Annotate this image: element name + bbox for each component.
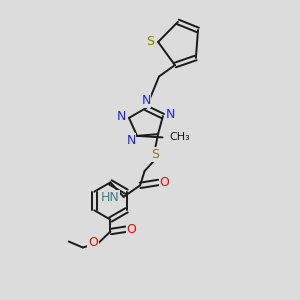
Text: N: N xyxy=(117,110,126,123)
Text: CH₃: CH₃ xyxy=(169,132,190,142)
Text: O: O xyxy=(159,176,169,189)
Text: N: N xyxy=(126,134,136,147)
Text: N: N xyxy=(166,108,175,121)
Text: N: N xyxy=(141,94,151,107)
Text: S: S xyxy=(151,148,159,161)
Text: O: O xyxy=(127,223,136,236)
Text: HN: HN xyxy=(100,191,119,204)
Text: O: O xyxy=(88,236,98,249)
Text: S: S xyxy=(146,34,154,48)
